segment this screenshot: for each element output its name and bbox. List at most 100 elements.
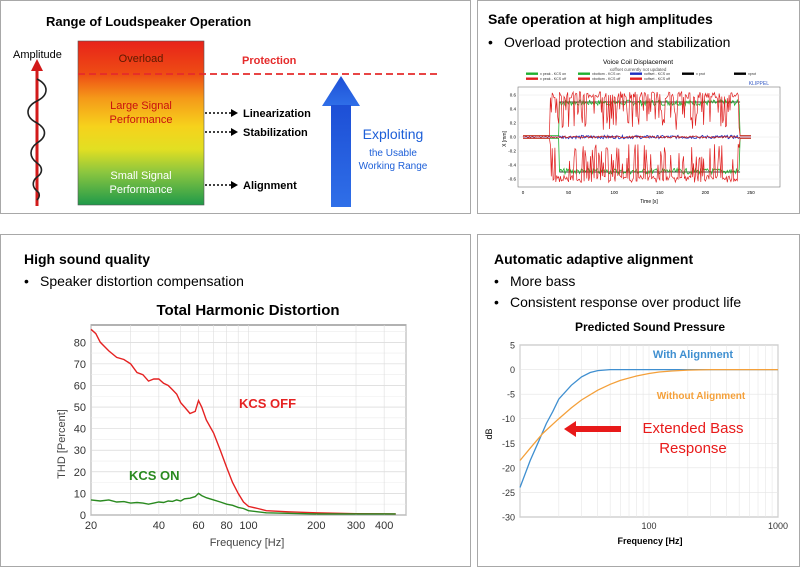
zone-small-signal-label: Small Signal Performance	[110, 170, 173, 196]
displacement-ytick: 0.0	[510, 135, 517, 140]
kcs-off-label: KCS OFF	[239, 396, 296, 411]
thd-xtick: 80	[221, 520, 233, 532]
legend-swatch	[578, 77, 590, 80]
amplitude-label: Amplitude	[13, 49, 62, 61]
spl-ytick: -30	[502, 513, 515, 523]
klippel-brand: KLIPPEL	[749, 81, 770, 87]
panel-adaptive-alignment: Automatic adaptive alignment • More bass …	[477, 234, 800, 567]
displacement-chart: Voice Coil Displacement xoffset currentl…	[502, 59, 781, 205]
thd-ytick: 50	[74, 402, 86, 414]
thd-grid	[90, 324, 407, 516]
spl-ytick: -25	[502, 488, 515, 498]
thd-xtick: 20	[85, 520, 97, 532]
stabilization-label: Stabilization	[243, 127, 308, 139]
legend-entry: x peak - KCS off	[540, 77, 566, 81]
thd-chart: Total Harmonic Distortion 0 10 20 30 40 50 60 7…	[56, 302, 407, 549]
alignment-label: Alignment	[243, 180, 297, 192]
protection-label: Protection	[242, 55, 297, 67]
thd-ytick: 30	[74, 445, 86, 457]
speaker-range-title: Range of Loudspeaker Operation	[46, 14, 251, 29]
legend-entry: xbottom - KCS off	[592, 77, 620, 81]
displacement-ytick: -0.6	[508, 177, 516, 182]
displacement-ytick: 0.6	[510, 93, 517, 98]
thd-ylabel: THD [Percent]	[56, 409, 68, 479]
displacement-xtick: 150	[656, 190, 664, 195]
thd-xtick: 100	[239, 520, 257, 532]
alignment-bullet-2-text: Consistent response over product life	[510, 294, 742, 310]
safe-operation-bullet-text: Overload protection and stabilization	[504, 34, 731, 50]
spl-series	[519, 368, 778, 488]
thd-ytick: 60	[74, 380, 86, 392]
spl-ytick: 0	[510, 365, 515, 375]
panel-safe-operation: Safe operation at high amplitudes • Overl…	[477, 0, 800, 214]
thd-xtick: 200	[307, 520, 325, 532]
displacement-ylabel: X [mm]	[502, 130, 508, 146]
working-range-arrow	[331, 105, 351, 207]
displacement-xtick: 200	[702, 190, 710, 195]
legend-swatch	[630, 72, 642, 75]
displacement-legend: x peak - KCS on xbottom - KCS on xoffset -…	[526, 72, 756, 81]
exploiting-label: Exploiting	[363, 126, 424, 142]
legend-swatch	[526, 77, 538, 80]
panel-sound-quality: High sound quality • Speaker distortion c…	[0, 234, 471, 567]
xpeak-kcs-off-trace	[523, 90, 751, 136]
spl-xtick: 100	[641, 521, 656, 531]
legend-entry: xoffset - KCS on	[644, 72, 670, 76]
amplitude-arrowhead-icon	[31, 59, 43, 71]
sound-quality-bullet-text: Speaker distortion compensation	[40, 273, 244, 289]
spl-ytick: -15	[502, 439, 515, 449]
xpeak-kcs-on-trace	[523, 98, 751, 136]
legend-swatch	[734, 72, 746, 75]
sound-quality-bullet: • Speaker distortion compensation	[24, 273, 244, 289]
displacement-ytick: 0.4	[510, 107, 517, 112]
extended-bass-label: Extended Bass Response	[643, 420, 744, 457]
thd-ytick: 40	[74, 424, 86, 436]
thd-ytick: 10	[74, 488, 86, 500]
alignment-title: Automatic adaptive alignment	[494, 251, 694, 267]
legend-entry: xprot	[748, 72, 756, 76]
displacement-xticks: 0 50 100 150 200 250	[522, 190, 756, 195]
linearization-label: Linearization	[243, 108, 311, 120]
sound-pressure-title: Predicted Sound Pressure	[575, 320, 725, 334]
legend-entry: xoffset - KCS off	[644, 77, 670, 81]
displacement-traces	[522, 90, 751, 184]
displacement-xtick: 100	[610, 190, 618, 195]
thd-ytick: 80	[74, 337, 86, 349]
spl-xtick: 1000	[768, 521, 788, 531]
thd-xtick: 300	[347, 520, 365, 532]
usable-range-label: the Usable Working Range	[359, 148, 428, 172]
legend-entry: xbottom - KCS on	[592, 72, 620, 76]
working-range-arrowhead-icon	[322, 76, 360, 106]
thd-ytick: 0	[80, 510, 86, 522]
with-alignment-label: With Alignment	[653, 349, 733, 361]
thd-chart-title: Total Harmonic Distortion	[156, 302, 339, 319]
spl-ytick: -10	[502, 414, 515, 424]
displacement-ytick: -0.2	[508, 149, 516, 154]
thd-series	[90, 328, 396, 515]
sound-pressure-chart: Predicted Sound Pressure 5 0 -5 -10 -15 -20 -2…	[484, 320, 788, 546]
legend-entry: x prot	[696, 72, 705, 76]
operation-zone-bar	[77, 40, 205, 206]
displacement-chart-subtitle: xoffset currently not updated	[610, 67, 667, 72]
displacement-xtick: 250	[747, 190, 755, 195]
spl-ytick: 5	[510, 341, 515, 351]
xoffset-kcs-off-trace	[522, 135, 751, 139]
spl-ylabel: dB	[484, 428, 494, 439]
safe-operation-title: Safe operation at high amplitudes	[488, 11, 713, 27]
spl-xlabel: Frequency [Hz]	[617, 536, 682, 546]
kcs-off-line	[90, 328, 396, 515]
displacement-xlabel: Time [s]	[640, 199, 658, 205]
displacement-xtick: 0	[522, 190, 525, 195]
legend-swatch	[630, 77, 642, 80]
thd-xtick: 400	[375, 520, 393, 532]
alignment-arrowhead-icon	[231, 181, 238, 189]
without-alignment-line	[519, 368, 778, 461]
speaker-range-diagram: Range of Loudspeaker Operation Amplitude…	[13, 14, 439, 207]
kcs-on-line	[90, 492, 396, 515]
thd-xtick: 60	[192, 520, 204, 532]
with-alignment-line	[519, 368, 778, 488]
legend-entry: x peak - KCS on	[540, 72, 566, 76]
thd-xlabel: Frequency [Hz]	[210, 537, 285, 549]
linearization-arrowhead-icon	[231, 109, 238, 117]
displacement-xtick: 50	[566, 190, 572, 195]
